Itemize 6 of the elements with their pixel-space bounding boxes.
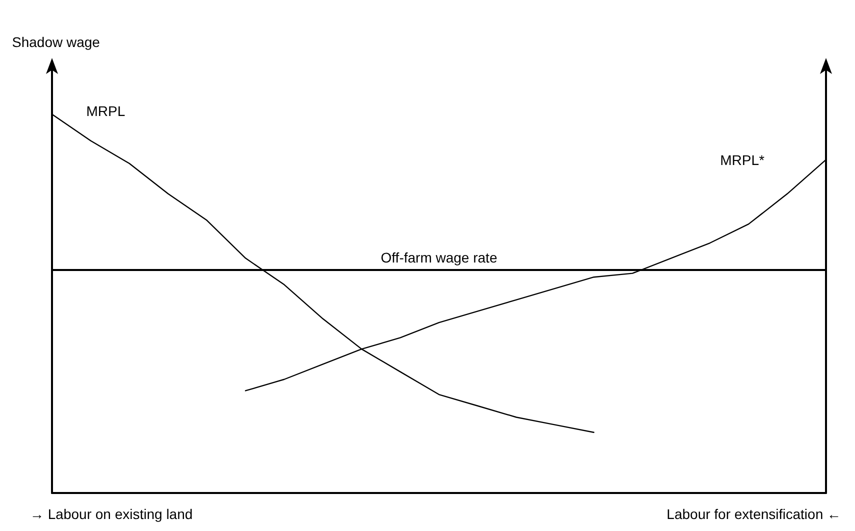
y-axis-title: Shadow wage	[12, 34, 100, 50]
text: MRPL*	[720, 152, 766, 168]
x-axis-title: → Labour on existing land	[30, 506, 193, 522]
ref-line-label: Off-farm wage rate	[380, 250, 498, 266]
text: Labour for extensification ←	[666, 506, 842, 522]
series-label: MRPL	[86, 102, 126, 119]
